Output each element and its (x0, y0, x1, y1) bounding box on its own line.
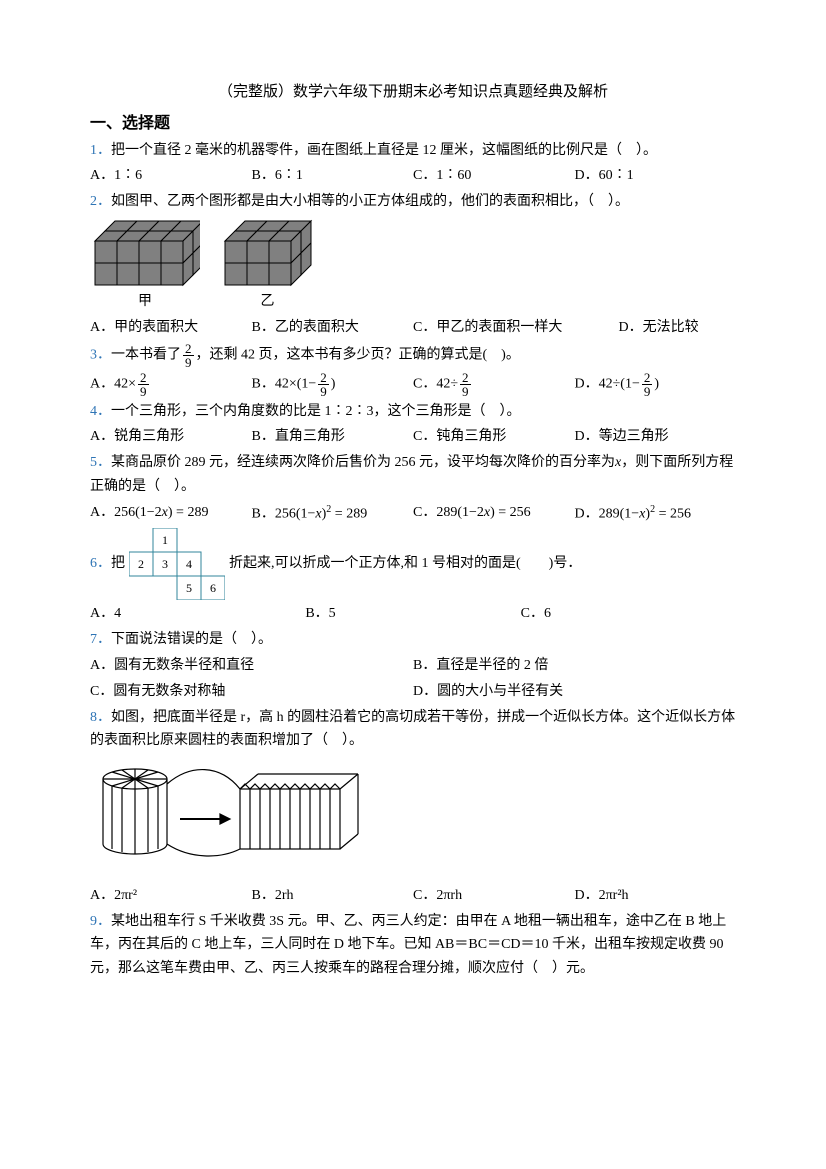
q3-optC: C．42÷29 (413, 371, 575, 398)
q8: 8．如图，把底面半径是 r，高 h 的圆柱沿着它的高切成若干等份，拼成一个近似长… (90, 706, 736, 754)
q6-pre: 把 (111, 552, 125, 576)
q7: 7．下面说法错误的是（ ）。 (90, 628, 736, 652)
q7-optD: D．圆的大小与半径有关 (413, 680, 736, 704)
q6-num: 6． (90, 552, 111, 576)
q2-optC: C．甲乙的表面积一样大 (413, 316, 619, 340)
q2-fig-yi: 乙 (220, 218, 315, 314)
doc-title: （完整版）数学六年级下册期末必考知识点真题经典及解析 (90, 80, 736, 106)
q2-optA: A．甲的表面积大 (90, 316, 252, 340)
q7-optB: B．直径是半径的 2 倍 (413, 654, 736, 678)
q4-optC: C．钝角三角形 (413, 425, 575, 449)
q1-optB: B．6∶1 (252, 164, 414, 188)
svg-text:3: 3 (162, 557, 168, 571)
q6-optC: C．6 (521, 602, 736, 626)
q4-optD: D．等边三角形 (575, 425, 737, 449)
q7-optC: C．圆有无数条对称轴 (90, 680, 413, 704)
q2-options: A．甲的表面积大 B．乙的表面积大 C．甲乙的表面积一样大 D．无法比较 (90, 316, 736, 340)
cube-net-icon: 1 2 3 4 5 6 (129, 528, 225, 600)
q2-num: 2． (90, 194, 111, 209)
q4-num: 4． (90, 404, 111, 419)
q1-text: 把一个直径 2 毫米的机器零件，画在图纸上直径是 12 厘米，这幅图纸的比例尺是… (111, 143, 657, 158)
q5-options: A．256(1−2x) = 289 B．256(1−x)2 = 289 C．28… (90, 501, 736, 526)
q8-optB: B．2rh (252, 884, 414, 908)
q2-label-jia: 甲 (90, 290, 200, 314)
q1: 1．把一个直径 2 毫米的机器零件，画在图纸上直径是 12 厘米，这幅图纸的比例… (90, 139, 736, 163)
q6-optB: B．5 (305, 602, 520, 626)
q8-optA: A．2πr² (90, 884, 252, 908)
q5-text1: 某商品原价 289 元，经连续两次降价后售价为 256 元，设平均每次降价的百分… (111, 455, 615, 470)
q3: 3．一本书看了29，还剩 42 页，这本书有多少页？正确的算式是( )。 (90, 342, 736, 369)
svg-text:1: 1 (162, 533, 168, 547)
q4-text: 一个三角形，三个内角度数的比是 1∶2∶3，这个三角形是（ ）。 (111, 404, 521, 419)
q2-figures: 甲 乙 (90, 218, 736, 314)
q6-post: 折起来,可以折成一个正方体,和 1 号相对的面是( )号． (229, 552, 581, 576)
q6-net: 1 2 3 4 5 6 (129, 528, 225, 600)
q3-optB: B．42×(1−29) (252, 371, 414, 398)
q5-optA: A．256(1−2x) = 289 (90, 501, 252, 526)
q8-text: 如图，把底面半径是 r，高 h 的圆柱沿着它的高切成若干等份，拼成一个近似长方体… (90, 710, 735, 749)
q7-options2: C．圆有无数条对称轴 D．圆的大小与半径有关 (90, 680, 736, 704)
q5-optB: B．256(1−x)2 = 289 (252, 501, 414, 526)
q4-options: A．锐角三角形 B．直角三角形 C．钝角三角形 D．等边三角形 (90, 425, 736, 449)
q2-label-yi: 乙 (220, 290, 315, 314)
q8-optD: D．2πr²h (575, 884, 737, 908)
q7-optA: A．圆有无数条半径和直径 (90, 654, 413, 678)
section-header: 一、选择题 (90, 110, 736, 137)
q1-optD: D．60∶1 (575, 164, 737, 188)
q2-text: 如图甲、乙两个图形都是由大小相等的小正方体组成的，他们的表面积相比，（ ）。 (111, 194, 629, 209)
q3-optA: A．42×29 (90, 371, 252, 398)
q8-figure (90, 759, 736, 878)
q1-options: A．1∶6 B．6∶1 C．1∶60 D．60∶1 (90, 164, 736, 188)
q3-num: 3． (90, 347, 111, 362)
q5-optC: C．289(1−2x) = 256 (413, 501, 575, 526)
cylinder-cuboid-icon (90, 759, 370, 869)
q8-optC: C．2πrh (413, 884, 575, 908)
svg-text:6: 6 (210, 581, 216, 595)
q3-frac: 29 (183, 342, 194, 369)
q7-options1: A．圆有无数条半径和直径 B．直径是半径的 2 倍 (90, 654, 736, 678)
q2: 2．如图甲、乙两个图形都是由大小相等的小正方体组成的，他们的表面积相比，（ ）。 (90, 190, 736, 214)
q6: 6．把 1 2 3 4 5 6 折起来,可以折成一个正方体,和 1 号相对的面是… (90, 528, 736, 600)
q5-optD: D．289(1−x)2 = 256 (575, 501, 737, 526)
q5: 5．某商品原价 289 元，经连续两次降价后售价为 256 元，设平均每次降价的… (90, 451, 736, 499)
q6-options: A．4 B．5 C．6 (90, 602, 736, 626)
q4: 4．一个三角形，三个内角度数的比是 1∶2∶3，这个三角形是（ ）。 (90, 400, 736, 424)
q4-optB: B．直角三角形 (252, 425, 414, 449)
q3-post: ，还剩 42 页，这本书有多少页？正确的算式是( )。 (196, 347, 520, 362)
q5-num: 5． (90, 455, 111, 470)
svg-text:5: 5 (186, 581, 192, 595)
q8-num: 8． (90, 710, 111, 725)
q1-num: 1． (90, 143, 111, 158)
q9-num: 9． (90, 914, 111, 929)
svg-text:4: 4 (186, 557, 192, 571)
q7-text: 下面说法错误的是（ ）。 (111, 632, 272, 647)
q2-optD: D．无法比较 (619, 316, 736, 340)
q9-text: 某地出租车行 S 千米收费 3S 元。甲、乙、丙三人约定：由甲在 A 地租一辆出… (90, 914, 726, 977)
q2-fig-jia: 甲 (90, 218, 200, 314)
q3-options: A．42×29 B．42×(1−29) C．42÷29 D．42÷(1−29) (90, 371, 736, 398)
q8-options: A．2πr² B．2rh C．2πrh D．2πr²h (90, 884, 736, 908)
q2-optB: B．乙的表面积大 (252, 316, 414, 340)
q3-pre: 一本书看了 (111, 347, 181, 362)
q9: 9．某地出租车行 S 千米收费 3S 元。甲、乙、丙三人约定：由甲在 A 地租一… (90, 910, 736, 981)
svg-text:2: 2 (138, 557, 144, 571)
q1-optA: A．1∶6 (90, 164, 252, 188)
q7-num: 7． (90, 632, 111, 647)
cubes-yi-icon (220, 218, 315, 288)
q3-optD: D．42÷(1−29) (575, 371, 737, 398)
q4-optA: A．锐角三角形 (90, 425, 252, 449)
q6-optA: A．4 (90, 602, 305, 626)
q1-optC: C．1∶60 (413, 164, 575, 188)
cubes-jia-icon (90, 218, 200, 288)
